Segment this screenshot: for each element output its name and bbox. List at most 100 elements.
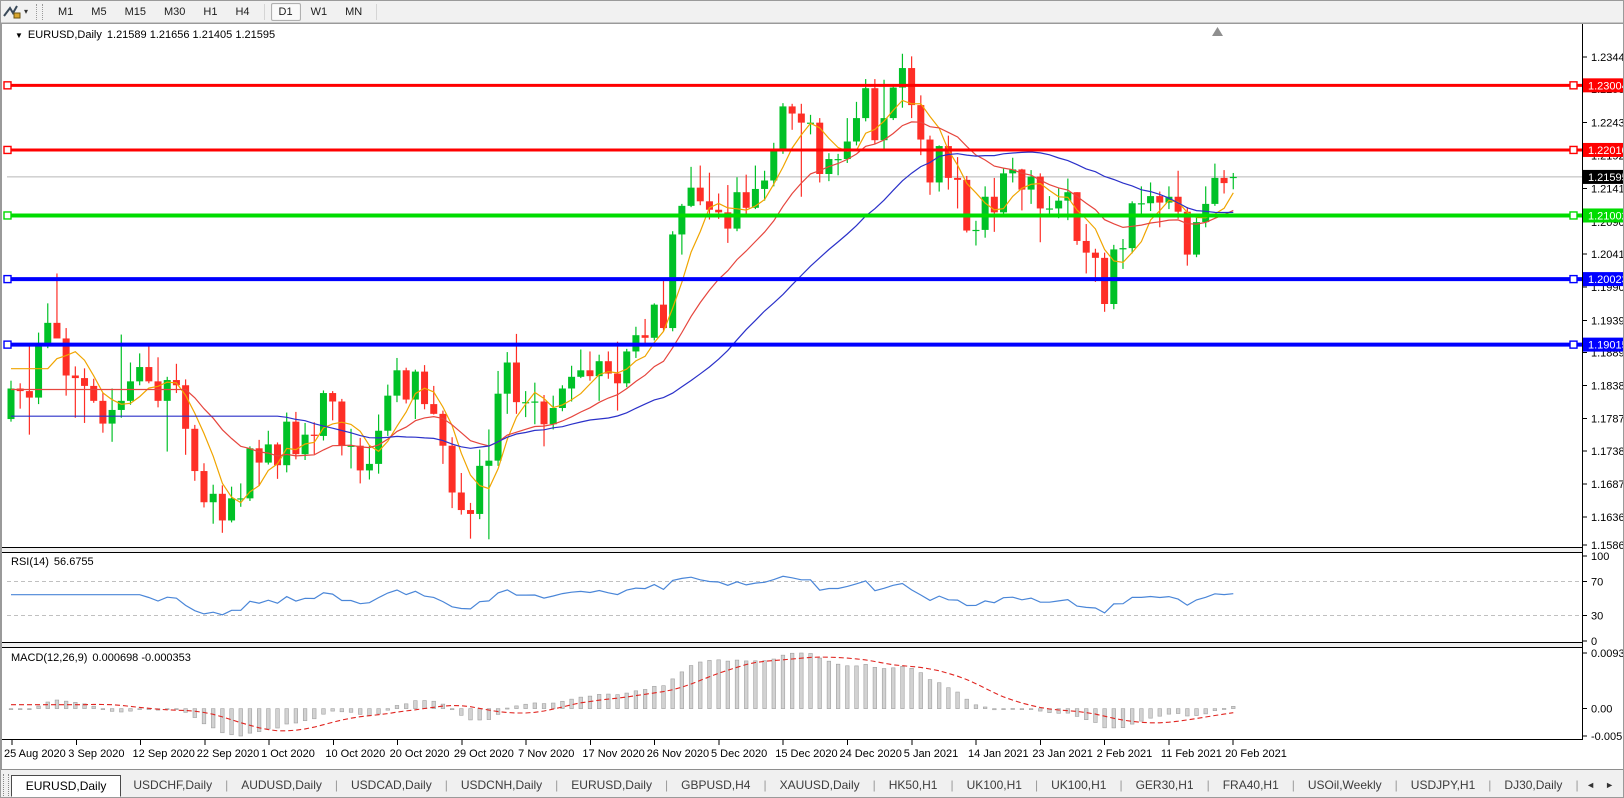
timeframe-button-w1[interactable]: W1 [310,5,328,18]
chart-cursor-icon[interactable] [2,4,22,20]
line-handle[interactable] [1569,274,1578,284]
macd-histogram-bar [1084,708,1089,720]
tab-separator: | [1206,777,1210,792]
tab-separator: | [1394,777,1398,792]
macd-histogram-bar [459,708,464,716]
timeframe-button-m15[interactable]: M15 [124,5,146,18]
ma-mid-line [11,121,1234,457]
line-handle[interactable] [3,211,12,220]
chart-canvas[interactable]: 1.234401.229501.224351.219251.214151.209… [1,23,1624,769]
macd-histogram-bar [1166,708,1172,715]
timeframe-button-d1[interactable]: D1 [270,2,301,21]
macd-histogram-bar [1019,708,1024,710]
macd-histogram-bar [312,708,317,720]
macd-histogram-bar [1185,708,1190,717]
macd-histogram-bar [615,694,620,709]
chart-tab[interactable]: USDCAD,Daily [351,777,432,792]
line-handle[interactable] [3,81,12,90]
chart-tab[interactable]: USDCNH,Daily [460,777,543,792]
macd-histogram-bar [229,708,234,736]
timeframe-button-m5[interactable]: M5 [91,5,107,18]
chart-tab[interactable]: EURUSD,Daily [571,777,652,792]
macd-histogram-bar [918,672,923,709]
chart-tab[interactable]: GBPUSD,H4 [681,777,751,792]
tab-scroll-left-icon[interactable]: ◄ [1586,779,1596,790]
date-tick-label: 10 Oct 2020 [325,748,385,760]
price-badge: 1.21002 [1583,208,1623,223]
timeframe-button-mn[interactable]: MN [345,5,363,18]
date-axis[interactable]: 25 Aug 2020 3 Sep 2020 12 Sep 2020 22 Sep 2… [4,740,1287,760]
macd-histogram-bar [302,708,308,721]
chart-tab[interactable]: USDCHF,Daily [133,777,213,792]
chart-area[interactable]: 1.234401.229501.224351.219251.214151.209… [1,23,1624,769]
macd-histogram-bar [220,708,225,734]
tab-scroll-right-icon[interactable]: ► [1605,779,1614,790]
tab-separator: | [444,777,448,792]
toolbar-grip[interactable] [36,3,44,20]
chart-tab[interactable]: XAUUSD,Daily [779,777,860,792]
chart-shift-marker-icon[interactable] [1212,27,1223,36]
chart-tab[interactable]: HK50,H1 [888,777,938,792]
tab-separator: | [334,777,339,792]
svg-text:1.23004: 1.23004 [1588,80,1624,92]
macd-histogram-bar [973,704,979,709]
chart-tab[interactable]: GER30,H1 [1135,777,1194,792]
price-tick-label: 1.23440 [1591,52,1624,64]
macd-histogram-bar [909,667,914,709]
timeframe-button-h4[interactable]: H4 [235,5,250,18]
timeframe-button-m1[interactable]: M1 [58,5,74,18]
line-handle[interactable] [3,340,12,349]
symbol-dropdown-icon[interactable]: ▼ [15,30,23,40]
line-handle[interactable] [3,274,12,284]
macd-histogram-bar [688,665,694,709]
macd-histogram-bar [900,666,905,709]
chart-tab[interactable]: FRA40,H1 [1222,777,1279,792]
tab-separator: | [664,777,669,792]
macd-histogram-bar [863,664,868,709]
date-tick-label: 7 Nov 2020 [518,748,574,760]
timeframe-button-m30[interactable]: M30 [163,5,186,18]
chart-tab[interactable]: UK100,H1 [1051,777,1107,792]
macd-histogram-bar [937,682,942,709]
macd-histogram-bar [707,660,712,709]
timeframe-button-h1[interactable]: H1 [203,5,218,18]
line-handle[interactable] [1569,81,1578,90]
chart-tab-active[interactable]: EURUSD,Daily [10,774,122,797]
chart-tab[interactable]: AUDUSD,Daily [241,777,322,792]
macd-histogram-bar [367,708,372,716]
line-handle[interactable] [1569,145,1578,155]
macd-histogram-bar [275,708,280,729]
macd-tick-label: 0.00 [1591,704,1612,716]
tabbar-grip[interactable] [3,773,9,796]
macd-histogram-bar [257,708,262,732]
rsi-line [11,575,1234,616]
macd-histogram-bar [927,679,933,709]
line-handle[interactable] [1569,211,1578,220]
chart-tab[interactable]: USDJPY,H1 [1410,777,1476,792]
date-tick-label: 26 Nov 2020 [647,748,709,760]
toolbar-dropdown-icon[interactable]: ▾ [24,7,29,16]
chart-tab[interactable]: DJ30,Daily [1504,777,1563,792]
date-tick-label: 3 Sep 2020 [68,748,124,760]
macd-histogram-bar [652,685,657,709]
line-handle[interactable] [3,145,12,155]
macd-histogram-bar [1139,708,1144,722]
price-axis[interactable]: 1.234401.229501.224351.219251.214151.209… [1582,52,1624,743]
macd-histogram-bar [633,690,639,709]
macd-histogram-bar [247,708,253,734]
macd-histogram-bar [762,660,767,709]
macd-histogram-bar [753,660,758,709]
svg-text:1.19015: 1.19015 [1588,340,1624,352]
price-tick-label: 1.15865 [1591,540,1624,552]
macd-tick-label: -0.005156 [1591,731,1624,743]
macd-histogram-bar [385,708,390,711]
macd-histogram-bar [330,708,335,712]
macd-histogram-bar [477,708,482,721]
support-resistance-lines [3,81,1582,349]
chart-tab[interactable]: USOil,Weekly [1307,777,1382,792]
macd-histogram-bar [881,668,887,709]
chart-tab[interactable]: UK100,H1 [966,777,1022,792]
macd-histogram-bar [394,705,400,709]
line-handle[interactable] [1569,340,1578,349]
